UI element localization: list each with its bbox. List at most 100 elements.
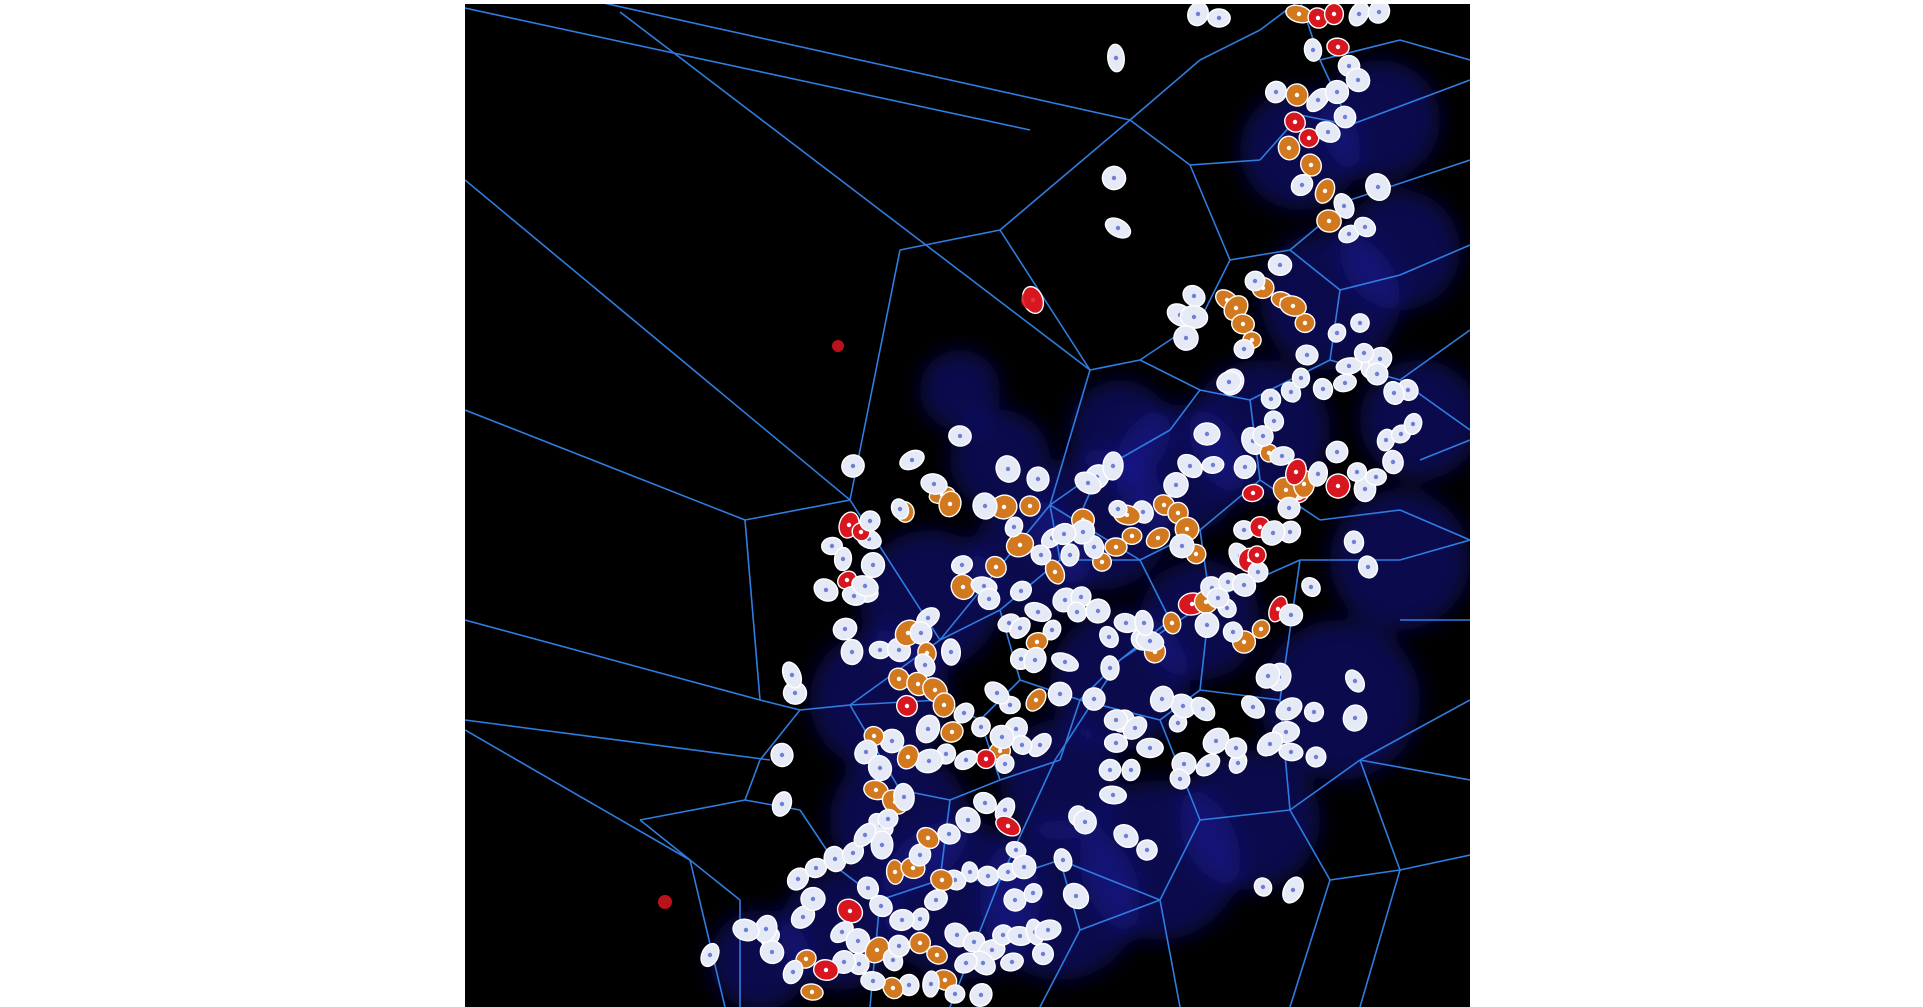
cell-white xyxy=(1060,543,1080,567)
voronoi-edge xyxy=(465,7,1031,131)
cell-white xyxy=(995,754,1015,774)
cell-white xyxy=(1346,462,1368,482)
voronoi-edge xyxy=(1189,164,1231,261)
cell-white xyxy=(989,724,1015,750)
cell-orange xyxy=(1251,619,1271,639)
cell-white xyxy=(1177,453,1203,479)
voronoi-edge xyxy=(1399,39,1470,61)
cell-white xyxy=(1367,4,1391,24)
cell-white xyxy=(1233,338,1255,360)
cell-white xyxy=(845,928,871,954)
cell-red xyxy=(836,898,864,924)
voronoi-edge xyxy=(744,499,851,521)
voronoi-edge xyxy=(1289,759,1361,811)
cell-white xyxy=(977,587,1001,611)
cell-white xyxy=(1222,621,1244,643)
cell-white xyxy=(924,889,948,911)
voronoi-edge xyxy=(759,699,801,711)
cell-white xyxy=(1004,516,1024,538)
cell-orange xyxy=(932,692,956,718)
cell-white xyxy=(1240,695,1266,719)
cell-white xyxy=(953,702,975,724)
cell-white xyxy=(1231,573,1257,597)
cell-white xyxy=(1121,758,1141,782)
cell-white xyxy=(1255,663,1281,689)
voronoi-edge xyxy=(1339,274,1401,291)
cell-white xyxy=(1295,344,1319,366)
nuclear-stain-blob xyxy=(1260,620,1420,780)
cell-orange xyxy=(990,494,1018,520)
cell-white xyxy=(833,546,853,572)
voronoi-edge xyxy=(465,179,851,501)
voronoi-edge xyxy=(1159,819,1201,901)
voronoi-edge xyxy=(759,709,801,761)
cell-white xyxy=(887,934,911,958)
voronoi-edge xyxy=(465,719,771,761)
cell-white xyxy=(1074,471,1102,495)
voronoi-edge xyxy=(1329,869,1401,881)
cell-white xyxy=(1333,373,1357,393)
cell-white xyxy=(1305,746,1327,768)
cell-white xyxy=(984,681,1010,705)
cell-white xyxy=(1202,727,1230,755)
cell-white xyxy=(937,823,961,845)
cell-orange xyxy=(1121,526,1143,546)
cell-white xyxy=(1051,522,1077,546)
cell-white xyxy=(1098,758,1122,782)
voronoi-edge xyxy=(744,759,761,801)
cell-orange xyxy=(1294,312,1316,334)
cell-red xyxy=(1325,473,1351,499)
cell-white xyxy=(851,575,879,597)
cell-white xyxy=(1357,555,1379,579)
cell-white xyxy=(1353,216,1377,238)
cell-white xyxy=(948,425,972,447)
cell-orange xyxy=(1300,153,1322,177)
cell-white xyxy=(1034,919,1062,941)
cell-white xyxy=(954,952,978,974)
cell-white xyxy=(1028,732,1052,758)
cell-white xyxy=(1333,105,1357,129)
cell-red xyxy=(812,959,840,981)
cell-orange xyxy=(1019,495,1041,517)
cell-white xyxy=(800,886,826,912)
cell-orange xyxy=(888,667,910,691)
cell-white xyxy=(841,454,865,478)
cell-white xyxy=(867,754,893,782)
cell-white xyxy=(992,924,1014,946)
voronoi-edge xyxy=(1399,509,1470,541)
cell-white xyxy=(1169,768,1191,790)
voronoi-edge xyxy=(1229,249,1291,261)
cell-white xyxy=(1216,370,1242,394)
cell-red xyxy=(1285,458,1307,486)
cell-white xyxy=(1194,612,1220,638)
voronoi-edge xyxy=(1089,359,1141,371)
cell-white xyxy=(1252,425,1274,447)
voronoi-edge xyxy=(1129,119,1191,166)
cell-white xyxy=(1382,449,1404,475)
cell-white xyxy=(790,905,816,929)
voronoi-edge xyxy=(465,729,691,861)
cell-white xyxy=(922,970,940,998)
cell-white xyxy=(1327,323,1347,343)
cell-orange xyxy=(1316,209,1342,233)
voronoi-edge xyxy=(1399,539,1470,561)
cell-white xyxy=(995,455,1021,483)
cell-orange xyxy=(1104,537,1128,557)
cell-white xyxy=(1267,253,1293,277)
cell-white xyxy=(1260,520,1286,546)
cell-white xyxy=(1053,848,1073,872)
cell-white xyxy=(1099,625,1119,649)
nuclear-stain-blob xyxy=(1180,750,1320,890)
cell-white xyxy=(1312,377,1334,401)
voronoi-edge xyxy=(1199,689,1281,701)
voronoi-edge xyxy=(1079,899,1161,931)
cell-white xyxy=(1100,655,1120,681)
cell-red xyxy=(1326,37,1350,57)
voronoi-edge xyxy=(1399,244,1470,276)
cell-white xyxy=(954,749,978,771)
cell-white xyxy=(893,782,915,812)
voronoi-edge xyxy=(1359,759,1470,781)
cell-white xyxy=(1233,454,1257,480)
cell-white xyxy=(1023,882,1043,904)
cell-white xyxy=(1173,325,1199,351)
